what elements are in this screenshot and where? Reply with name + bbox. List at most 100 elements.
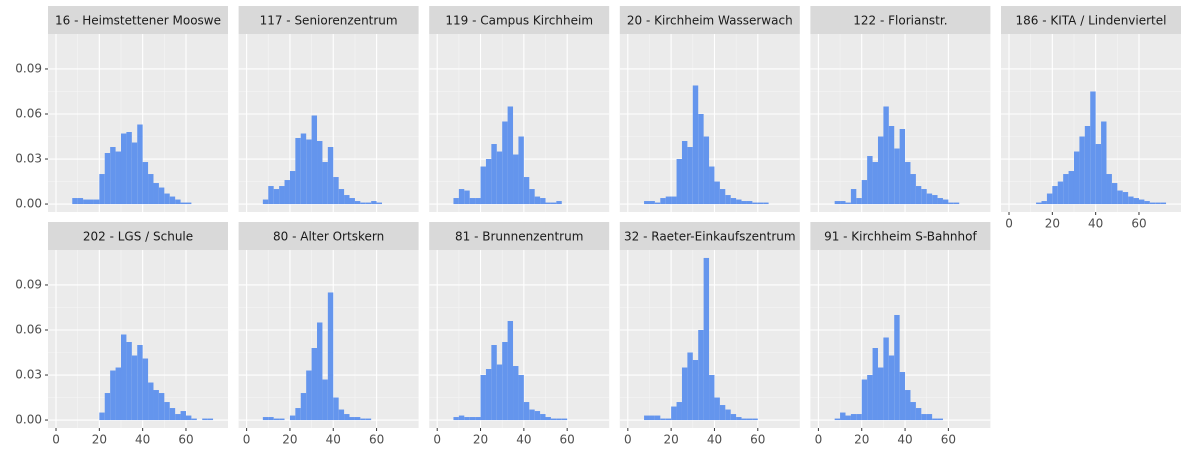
x-tick-label: 40 bbox=[707, 433, 722, 447]
bar bbox=[480, 375, 486, 421]
bar bbox=[671, 196, 677, 205]
bar bbox=[371, 201, 377, 205]
bar bbox=[93, 199, 100, 205]
facet-title: 202 - LGS / Schule bbox=[83, 230, 193, 244]
bar bbox=[191, 418, 197, 421]
bar bbox=[883, 337, 889, 421]
bar bbox=[692, 85, 699, 205]
bar bbox=[360, 202, 366, 205]
bar bbox=[915, 408, 922, 421]
bar bbox=[475, 417, 481, 421]
bar bbox=[175, 414, 181, 421]
facet-title: 20 - Kirchheim Wasserwach bbox=[627, 14, 793, 28]
facet-title: 32 - Raeter-Einkaufszentrum bbox=[624, 230, 796, 244]
bar bbox=[300, 133, 307, 205]
facet-panel: 202 - LGS / Schule 0.00 0.03 0.06 0.09 0 20 40 6… bbox=[15, 222, 228, 447]
bar bbox=[932, 195, 938, 205]
bar bbox=[88, 199, 94, 205]
x-tick-label: 60 bbox=[941, 433, 956, 447]
bar bbox=[649, 415, 655, 421]
y-tick-label: 0.03 bbox=[15, 368, 42, 382]
bar bbox=[279, 418, 285, 421]
x-tick-label: 60 bbox=[178, 433, 193, 447]
bar bbox=[921, 189, 927, 205]
bar bbox=[110, 147, 116, 205]
bar bbox=[458, 415, 465, 421]
bar bbox=[295, 138, 301, 205]
bar bbox=[464, 417, 470, 421]
bar bbox=[757, 202, 764, 205]
bar bbox=[464, 190, 470, 205]
bar bbox=[153, 390, 159, 421]
bar bbox=[730, 414, 737, 421]
bar bbox=[453, 417, 459, 421]
bar bbox=[131, 355, 138, 421]
bar bbox=[349, 417, 355, 421]
bar bbox=[719, 405, 726, 421]
facet-strip bbox=[429, 6, 610, 34]
bar bbox=[687, 147, 693, 205]
bar bbox=[142, 358, 149, 421]
bar bbox=[513, 154, 519, 205]
bar bbox=[888, 355, 895, 421]
x-tick-label: 40 bbox=[135, 433, 150, 447]
bar bbox=[469, 198, 476, 205]
bar bbox=[1128, 196, 1134, 205]
bar bbox=[158, 393, 165, 421]
bar bbox=[523, 177, 530, 205]
facet-title: 119 - Campus Kirchheim bbox=[445, 14, 593, 28]
bar bbox=[736, 199, 742, 205]
bar bbox=[158, 187, 165, 205]
bar bbox=[1149, 202, 1156, 205]
bar bbox=[899, 129, 906, 205]
bar bbox=[1041, 201, 1047, 205]
bar bbox=[180, 202, 186, 205]
bar bbox=[458, 189, 465, 205]
bar bbox=[99, 412, 105, 421]
x-tick-label: 40 bbox=[1088, 217, 1103, 231]
bar bbox=[840, 201, 846, 205]
x-tick-label: 20 bbox=[473, 433, 488, 447]
bar bbox=[268, 417, 274, 421]
bar bbox=[115, 151, 121, 205]
bar bbox=[169, 196, 176, 205]
bar bbox=[654, 202, 661, 205]
bar bbox=[137, 345, 143, 421]
panel-plot bbox=[619, 34, 800, 212]
bar bbox=[921, 414, 927, 421]
bar bbox=[365, 202, 372, 205]
bar bbox=[268, 186, 274, 205]
bar bbox=[883, 106, 889, 205]
panel-plot bbox=[1001, 34, 1181, 212]
bar bbox=[665, 196, 672, 205]
bar bbox=[169, 408, 176, 421]
x-tick-label: 0 bbox=[1005, 217, 1013, 231]
y-tick-label: 0.00 bbox=[15, 197, 42, 211]
bar bbox=[687, 352, 693, 421]
x-tick-label: 20 bbox=[663, 433, 678, 447]
bar bbox=[834, 201, 841, 205]
bar bbox=[72, 198, 78, 205]
bar bbox=[550, 418, 557, 421]
bar bbox=[485, 159, 492, 205]
bar bbox=[354, 201, 361, 205]
bar bbox=[676, 402, 682, 421]
facet-panel: 122 - Florianstr. bbox=[810, 6, 991, 212]
bar bbox=[507, 106, 514, 205]
bar bbox=[1095, 144, 1102, 205]
panel-plot bbox=[238, 250, 419, 428]
bar bbox=[540, 414, 546, 421]
bar bbox=[545, 417, 551, 421]
facet-title: 117 - Seniorenzentrum bbox=[260, 14, 398, 28]
panel-plot bbox=[810, 34, 991, 212]
x-tick-label: 0 bbox=[243, 433, 251, 447]
bar bbox=[1101, 121, 1107, 205]
bar bbox=[338, 409, 345, 421]
bar bbox=[561, 418, 568, 421]
bar bbox=[545, 202, 551, 205]
bar bbox=[692, 360, 699, 421]
facet-strip bbox=[810, 6, 991, 34]
bar bbox=[185, 415, 192, 421]
bar bbox=[877, 136, 884, 205]
